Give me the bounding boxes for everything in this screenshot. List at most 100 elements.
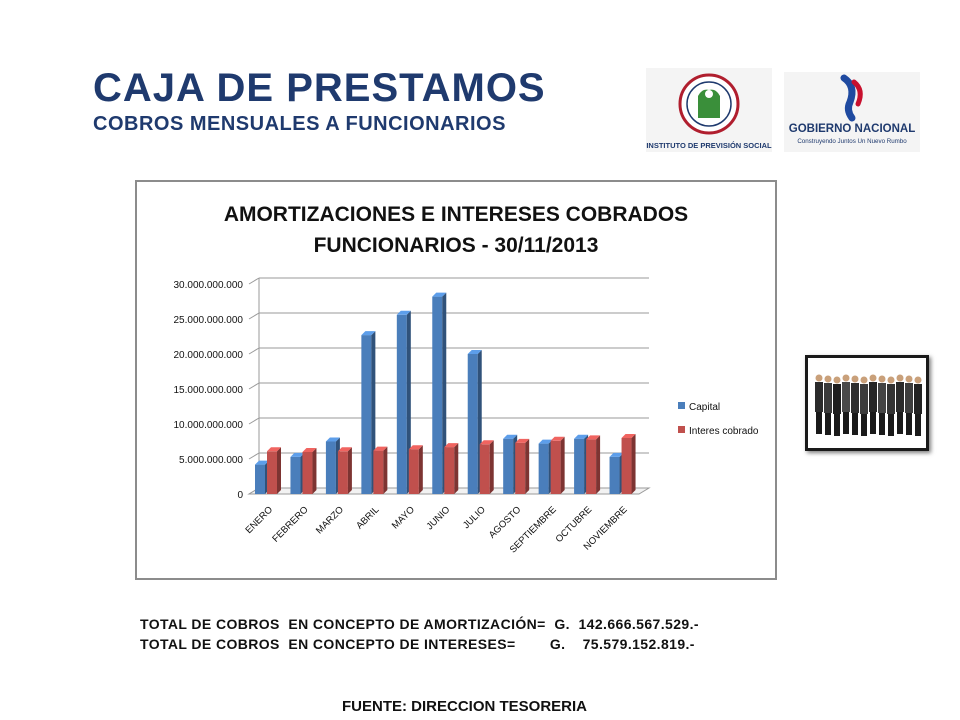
person-body — [869, 382, 877, 412]
bar-capital — [609, 456, 620, 494]
bar-interes — [621, 438, 632, 494]
bar-side — [418, 445, 423, 494]
person-body — [851, 383, 859, 413]
bar-interes — [267, 451, 277, 494]
bar-top — [479, 440, 494, 445]
person-body — [815, 382, 823, 412]
bar-top — [538, 439, 553, 444]
y-tick-label: 10.000.000.000 — [173, 420, 243, 431]
totals-block: TOTAL DE COBROS EN CONCEPTO DE AMORTIZAC… — [140, 614, 699, 654]
ips-logo: INSTITUTO DE PREVISIÓN SOCIAL — [646, 68, 772, 152]
person-head — [905, 375, 913, 383]
bar-side — [596, 435, 601, 494]
bar-capital — [255, 464, 265, 494]
person-head — [824, 375, 832, 383]
total-amortizacion: TOTAL DE COBROS EN CONCEPTO DE AMORTIZAC… — [140, 616, 699, 632]
person-body — [905, 383, 913, 413]
bar-top — [396, 310, 411, 315]
bar-top — [503, 434, 518, 439]
x-tick-label: FEBRERO — [270, 504, 310, 544]
x-tick-label: JUNIO — [424, 504, 452, 532]
bar-interes — [479, 444, 490, 494]
bar-top — [515, 438, 530, 443]
bar-interes — [373, 450, 384, 494]
person-head — [833, 376, 841, 384]
gobierno-logo-text: GOBIERNO NACIONAL — [789, 123, 916, 135]
chart-title-line1: AMORTIZACIONES E INTERESES COBRADOS — [224, 203, 688, 226]
bar-interes — [515, 442, 526, 494]
y-tick-label: 15.000.000.000 — [173, 385, 243, 396]
bar-chart: AMORTIZACIONES E INTERESES COBRADOS FUNCI… — [173, 203, 759, 555]
bar-capital — [432, 296, 443, 494]
bar-capital — [290, 456, 301, 494]
bar-top — [586, 435, 601, 440]
person-legs — [816, 412, 822, 434]
x-tick-label: AGOSTO — [487, 504, 523, 540]
person-body — [896, 382, 904, 412]
person-head — [896, 374, 904, 382]
person-body — [824, 383, 832, 413]
group-photo — [805, 355, 929, 451]
person-legs — [906, 413, 912, 435]
bar-interes — [444, 447, 455, 494]
bar-top — [290, 452, 305, 457]
person-legs — [888, 414, 894, 436]
person-body — [860, 384, 868, 414]
chart-frame: AMORTIZACIONES E INTERESES COBRADOS FUNCI… — [135, 180, 777, 580]
person-body — [887, 384, 895, 414]
bar-side — [347, 447, 352, 494]
bar-top — [373, 446, 388, 451]
person-head — [860, 376, 868, 384]
bar-capital — [467, 354, 478, 494]
bar-side — [442, 292, 447, 494]
person-legs — [843, 412, 849, 434]
person-head — [914, 376, 922, 384]
y-tick-label: 20.000.000.000 — [173, 350, 243, 361]
gobierno-logo-tagline: Construyendo Juntos Un Nuevo Rumbo — [797, 138, 907, 145]
bar-capital — [396, 314, 407, 494]
bar-interes — [337, 451, 348, 494]
person-head — [869, 374, 877, 382]
person-body — [833, 384, 841, 414]
bar-side — [277, 447, 281, 494]
bar-top — [621, 434, 636, 438]
person-legs — [834, 414, 840, 436]
bar-side — [454, 443, 459, 494]
person-body — [842, 382, 850, 412]
person-head — [878, 375, 886, 383]
source-note: FUENTE: DIRECCION TESORERIA — [342, 698, 588, 715]
gridline-side — [248, 277, 260, 285]
gridline-side — [248, 347, 260, 355]
bar-top — [609, 452, 624, 457]
person-legs — [915, 414, 921, 436]
person-head — [851, 375, 859, 383]
person-head — [815, 374, 823, 382]
gridline-side — [248, 382, 260, 390]
bar-capital — [538, 443, 549, 494]
person-head — [887, 376, 895, 384]
bar-top — [267, 447, 281, 452]
person-legs — [852, 413, 858, 435]
gridline-side — [248, 452, 260, 460]
y-tick-label: 25.000.000.000 — [173, 315, 243, 326]
person-head — [842, 374, 850, 382]
bar-side — [383, 446, 388, 494]
gobierno-logo: GOBIERNO NACIONAL Construyendo Juntos Un… — [784, 72, 920, 152]
bar-top — [325, 437, 340, 442]
bar-side — [631, 434, 636, 494]
bar-top — [467, 350, 482, 354]
bar-top — [255, 460, 269, 465]
bar-interes — [302, 452, 313, 494]
x-tick-label: JULIO — [461, 504, 488, 531]
chart-title-line2: FUNCIONARIOS - 30/11/2013 — [314, 234, 599, 257]
bar-capital — [325, 441, 336, 494]
bar-capital — [574, 438, 585, 494]
x-tick-label: MARZO — [314, 504, 346, 536]
legend-label: Interes cobrado — [689, 426, 759, 437]
gridline-side — [248, 417, 260, 425]
legend-label: Capital — [689, 402, 720, 413]
y-tick-label: 5.000.000.000 — [179, 455, 243, 466]
bar-interes — [586, 439, 597, 494]
bar-side — [525, 438, 530, 494]
x-tick-label: MAYO — [390, 504, 417, 531]
